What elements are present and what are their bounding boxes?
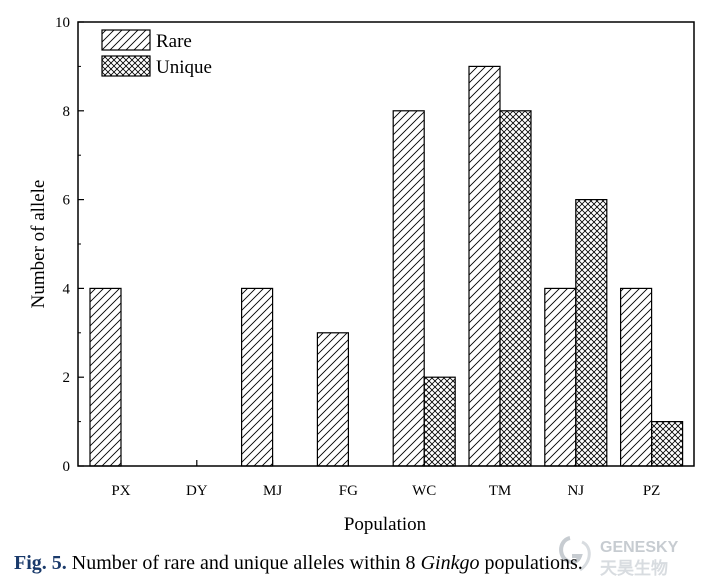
legend-label-rare: Rare (156, 31, 192, 52)
svg-text:天昊生物: 天昊生物 (600, 558, 668, 579)
bar-unique-tm (499, 110, 532, 467)
bar-rare-pz (619, 287, 653, 467)
y-tick-label: 10 (55, 15, 70, 31)
y-tick-label: 4 (63, 281, 71, 297)
legend-swatch-rare (101, 29, 151, 51)
legend-swatch-unique (101, 55, 151, 77)
svg-text:GENESKY: GENESKY (600, 539, 679, 556)
bar-unique-wc (423, 376, 456, 467)
y-tick-label: 6 (63, 193, 71, 209)
y-tick-label: 0 (63, 459, 71, 475)
caption-italic-term: Ginkgo (420, 552, 480, 574)
bar-unique-pz (650, 421, 684, 467)
legend-label-unique: Unique (156, 57, 212, 78)
bar-unique-nj (575, 199, 608, 467)
genesky-watermark-logo: GENESKY 天昊生物 (559, 536, 679, 579)
figure-caption: Fig. 5. Number of rare and unique allele… (14, 552, 714, 575)
x-axis-ticks: PX DY MJ FG WC TM NJ PZ (111, 460, 660, 499)
bar-rare-wc (392, 110, 425, 467)
x-tick-label: MJ (263, 483, 282, 499)
bar-rare-fg (316, 332, 349, 467)
x-tick-label: NJ (567, 483, 584, 499)
bar-rare-nj (544, 287, 577, 467)
caption-text-end: populations. (484, 552, 583, 574)
bars-group (89, 65, 684, 467)
legend: Rare Unique (101, 29, 212, 78)
bar-rare-px (89, 287, 122, 467)
x-tick-label: PZ (643, 483, 661, 499)
y-tick-label: 2 (63, 370, 71, 386)
y-axis-ticks: 0 2 4 6 8 10 (55, 15, 84, 475)
x-tick-label: FG (339, 483, 358, 499)
x-tick-label: WC (412, 483, 436, 499)
bar-rare-mj (241, 287, 274, 467)
y-tick-label: 8 (63, 104, 71, 120)
x-axis-title: Population (344, 514, 427, 535)
x-tick-label: PX (111, 483, 130, 499)
bar-rare-tm (468, 65, 501, 467)
y-axis-title: Number of allele (28, 180, 49, 309)
x-tick-label: TM (489, 483, 512, 499)
x-tick-label: DY (186, 483, 208, 499)
figure-label: Fig. 5. (14, 552, 67, 574)
caption-text: Number of rare and unique alleles within… (71, 552, 416, 574)
